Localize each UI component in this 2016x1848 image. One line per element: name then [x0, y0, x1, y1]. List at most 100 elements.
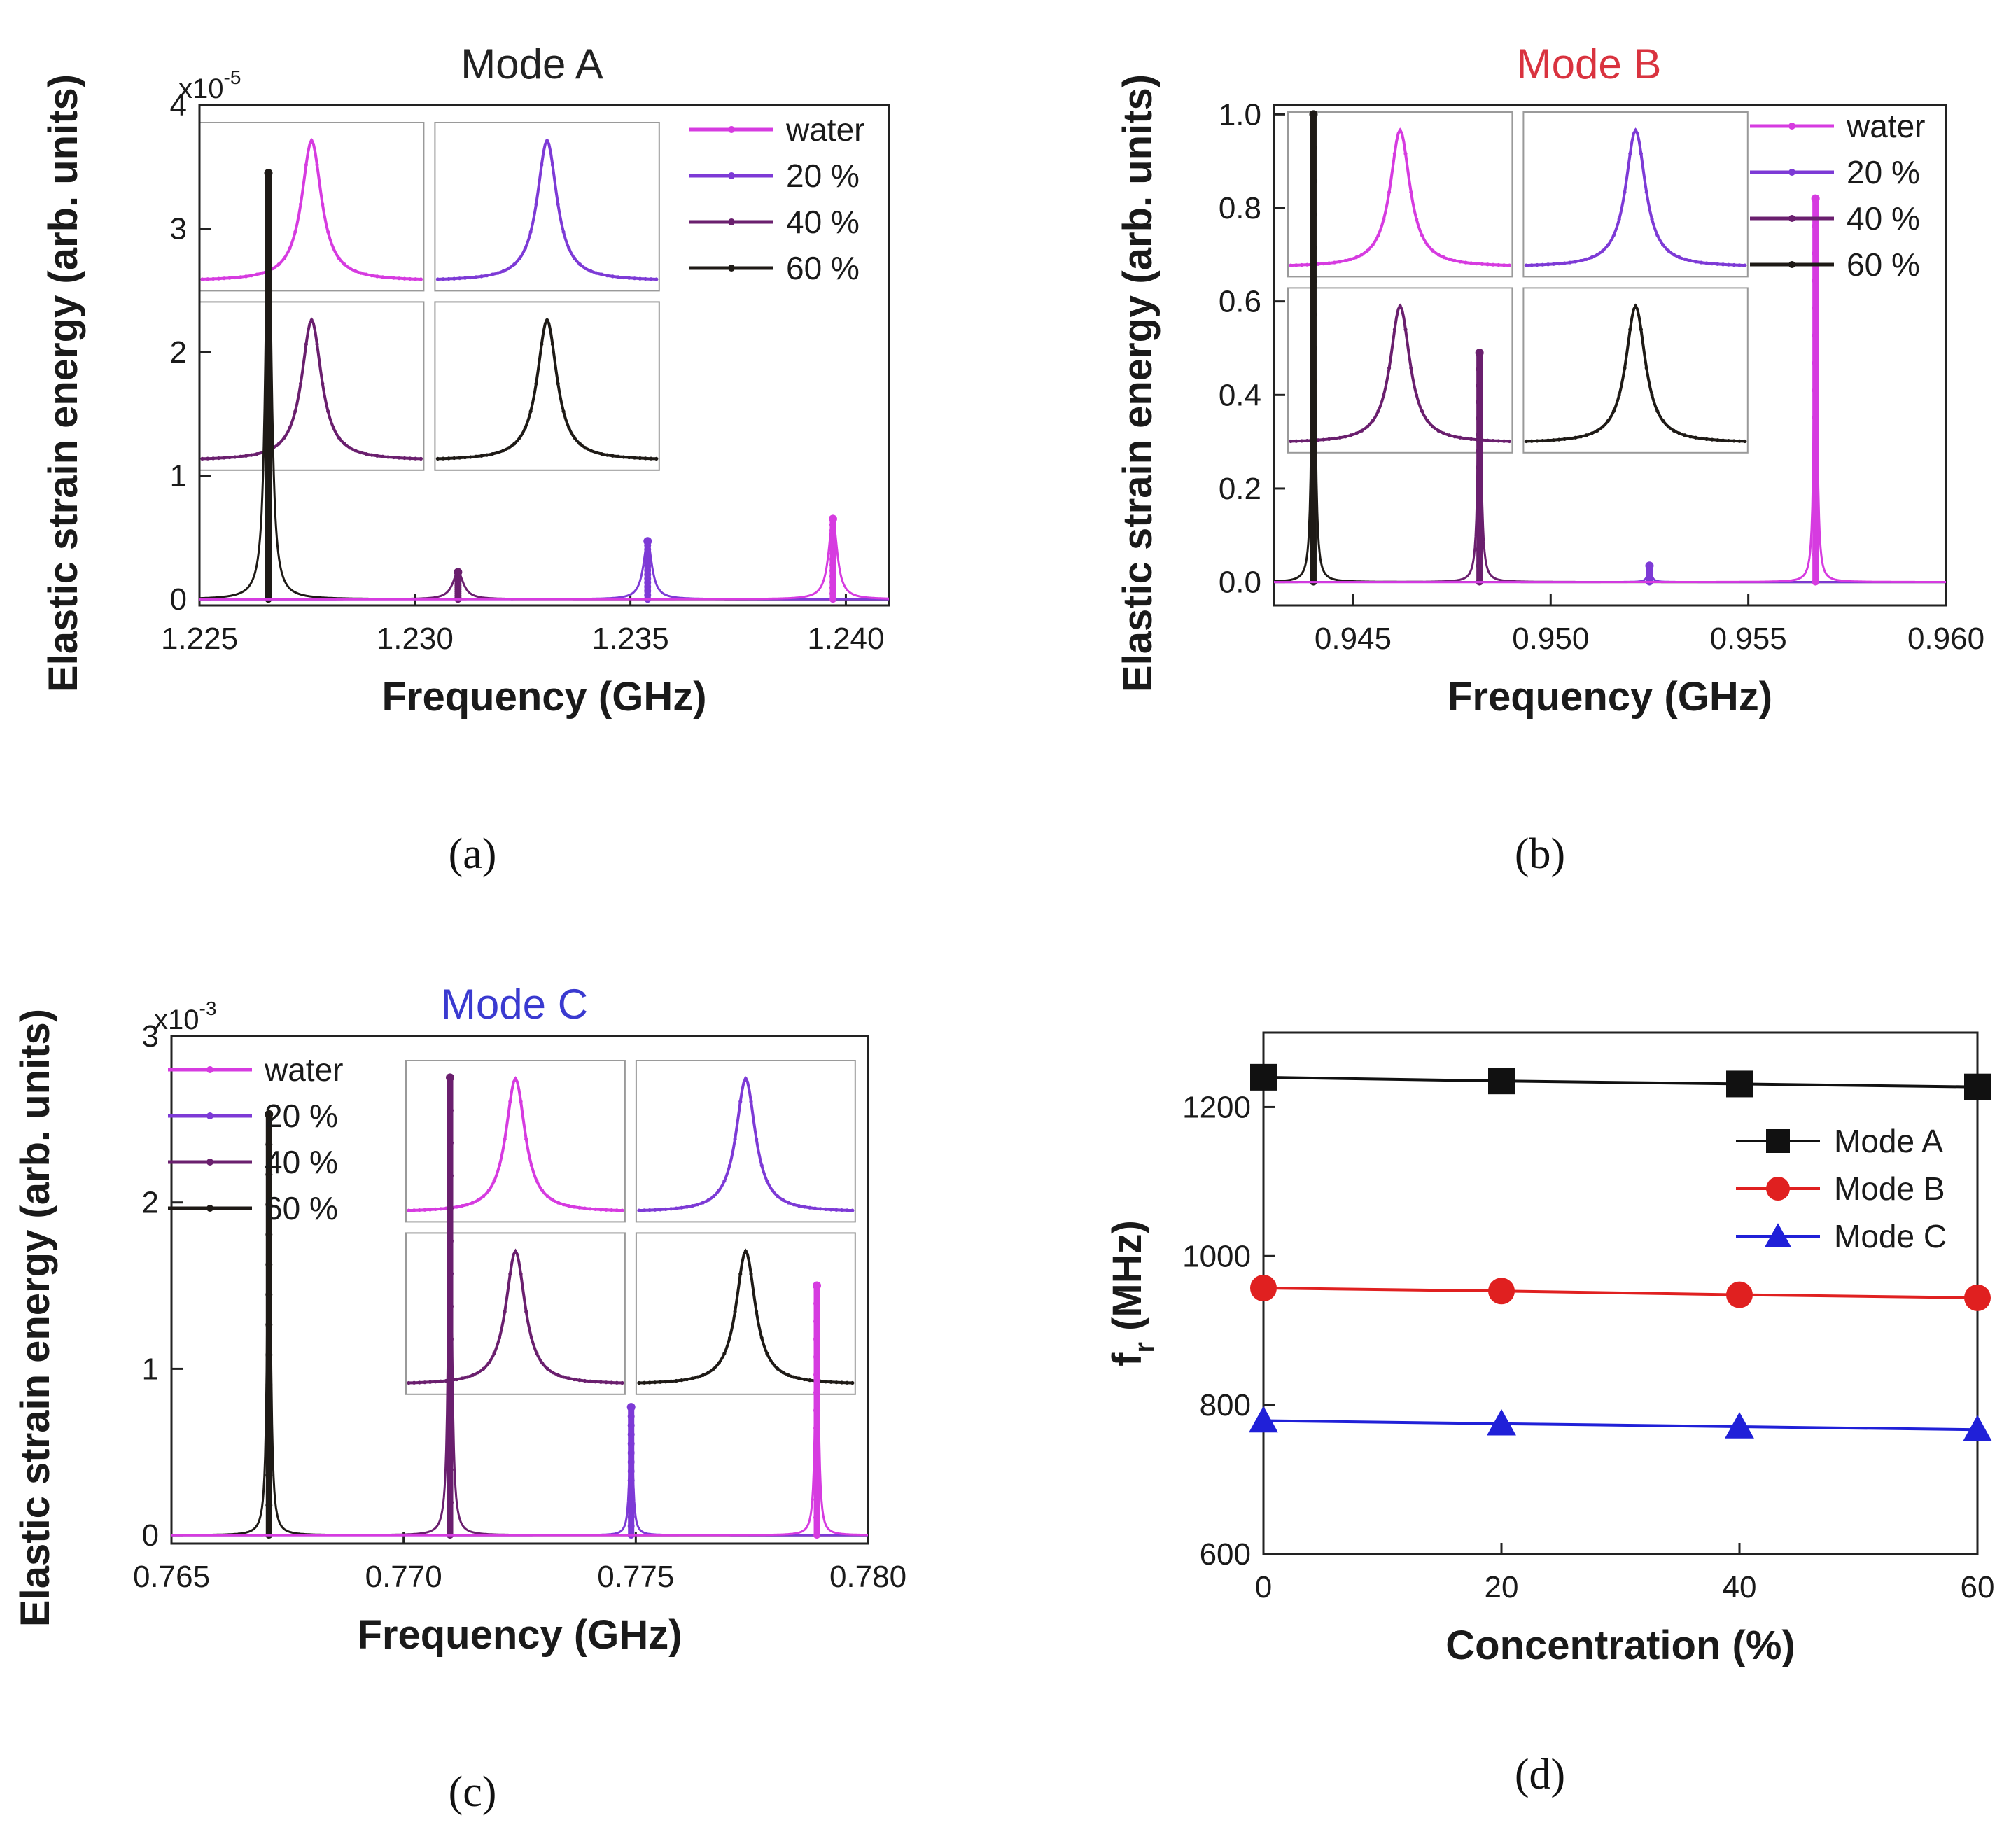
inset-marker: [1578, 258, 1583, 262]
inset-marker: [1557, 262, 1561, 266]
x-tick-label: 0.770: [365, 1560, 442, 1594]
series-marker: [627, 1476, 635, 1484]
legend-label: 60 %: [265, 1190, 338, 1226]
series-marker: [627, 1504, 635, 1511]
data-point: [1725, 1412, 1754, 1438]
inset-marker: [482, 1194, 486, 1198]
inset-marker: [1590, 255, 1594, 260]
series-marker: [829, 544, 836, 552]
inset-marker: [1656, 233, 1660, 237]
inset-marker: [605, 453, 610, 457]
x-tick-label: 0.945: [1315, 622, 1392, 656]
inset-marker: [589, 449, 593, 453]
series-marker: [813, 1460, 821, 1468]
inset-marker: [1452, 258, 1457, 262]
inset-marker: [642, 1380, 647, 1385]
inset-marker: [1578, 435, 1583, 439]
series-marker: [829, 578, 836, 586]
panel-c: 0.765 0.770 0.775 0.780 0 1 2 3 Frequency (GHz) E…: [13, 981, 906, 1816]
inset-marker: [588, 1379, 592, 1383]
series-marker: [447, 1401, 454, 1408]
inset-marker: [326, 410, 330, 414]
inset-marker: [637, 1380, 641, 1385]
inset-marker: [1458, 260, 1462, 264]
inset-marker: [529, 1163, 533, 1168]
inset-marker: [1327, 437, 1331, 441]
series-marker: [1812, 496, 1819, 504]
inset-marker: [658, 1208, 662, 1212]
inset-marker: [1322, 262, 1326, 266]
inset-marker: [712, 1194, 716, 1198]
inset-marker: [492, 1351, 496, 1356]
series-marker: [1811, 194, 1820, 203]
inset-marker: [386, 275, 391, 280]
series-marker: [1475, 349, 1484, 358]
inset-marker: [1420, 233, 1424, 237]
inset-marker: [604, 1208, 608, 1212]
inset-marker: [1354, 255, 1359, 260]
inset-marker: [304, 162, 308, 167]
inset-marker: [517, 256, 522, 260]
inset-marker: [582, 1378, 587, 1383]
panel-caption: (a): [449, 830, 497, 878]
legend-label: water: [785, 111, 864, 148]
series-marker: [265, 200, 272, 207]
axes-frame: [198, 104, 890, 607]
inset-grid: [1287, 111, 1749, 454]
legend-label: 20 %: [1847, 154, 1920, 190]
series-marker: [447, 1303, 454, 1310]
inset-marker: [370, 453, 374, 457]
inset-marker: [1491, 262, 1495, 267]
inset-marker: [1688, 435, 1693, 439]
inset-marker: [447, 456, 451, 461]
inset-marker: [276, 262, 281, 267]
inset-marker: [600, 272, 604, 276]
series-marker: [1476, 545, 1483, 553]
inset-marker: [654, 456, 659, 461]
inset-marker: [749, 1100, 753, 1104]
inset-marker: [632, 276, 637, 281]
series-marker: [829, 573, 836, 580]
inset-marker: [315, 342, 319, 346]
inset-marker: [501, 269, 505, 273]
inset-marker: [1398, 304, 1402, 308]
series-marker: [829, 521, 836, 528]
inset-marker: [512, 442, 517, 446]
inset-marker: [1349, 433, 1353, 438]
inset-marker: [690, 1204, 694, 1208]
inset-marker: [519, 1100, 523, 1104]
series-marker: [265, 535, 272, 542]
inset-marker: [1628, 151, 1632, 156]
inset-marker: [850, 1208, 855, 1212]
series-marker: [265, 474, 272, 482]
inset-marker: [293, 230, 298, 234]
inset-marker: [1300, 262, 1304, 267]
panel-caption: (d): [1515, 1751, 1565, 1798]
inset-marker: [227, 276, 232, 280]
series-marker: [265, 260, 272, 268]
inset-marker: [770, 1361, 775, 1365]
inset-marker: [271, 266, 276, 270]
inset-marker: [1497, 262, 1501, 267]
inset-marker: [452, 276, 456, 281]
y-tick-label: 1: [142, 1352, 159, 1386]
series-marker: [265, 1351, 273, 1359]
inset-marker: [1726, 262, 1730, 267]
inset-marker: [604, 1380, 608, 1385]
inset-marker: [1316, 438, 1320, 442]
inset-marker: [649, 277, 653, 281]
legend-marker: [728, 265, 735, 272]
inset-marker: [476, 1198, 480, 1202]
inset-marker: [1507, 439, 1511, 444]
inset-marker: [845, 1208, 849, 1212]
inset-marker: [696, 1203, 700, 1207]
inset-marker: [1595, 253, 1600, 257]
inset-marker: [1464, 260, 1468, 265]
inset-marker: [1541, 262, 1545, 267]
inset-marker: [615, 1208, 619, 1212]
inset-marker: [244, 274, 248, 279]
inset-grid: [199, 122, 660, 471]
inset-marker: [490, 451, 495, 456]
inset-marker: [594, 271, 598, 275]
inset-marker: [556, 382, 560, 386]
